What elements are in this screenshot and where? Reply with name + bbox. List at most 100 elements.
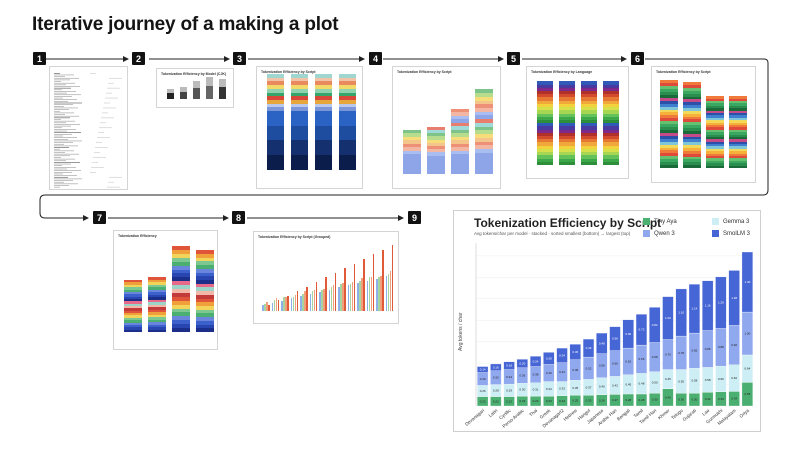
list-line <box>54 167 76 168</box>
stack-segment <box>196 287 214 292</box>
stack-segment <box>581 100 597 104</box>
stack-segment <box>339 140 356 156</box>
stack-segment <box>351 282 354 311</box>
data-label: 0.36 <box>519 374 525 378</box>
category-label: Devanagari <box>464 408 485 427</box>
stack-segment <box>660 80 678 84</box>
stack-segment <box>172 304 190 309</box>
stack-segment <box>380 275 382 311</box>
stack-segment <box>196 320 214 325</box>
stack-segment <box>378 277 380 311</box>
stack-segment <box>683 133 701 137</box>
thumb-bar <box>382 249 384 311</box>
stack-segment <box>559 123 575 127</box>
stack-segment <box>281 300 283 311</box>
data-label: 0.30 <box>519 388 525 392</box>
stack-segment <box>267 92 284 97</box>
stack-segment <box>291 99 308 104</box>
bar-segment-smollm-3 <box>477 366 489 373</box>
data-label: 0.70 <box>665 353 671 357</box>
stack-segment <box>124 289 142 292</box>
list-line <box>109 77 122 79</box>
stack-segment <box>537 126 553 130</box>
data-label: 0.45 <box>625 382 631 386</box>
data-label: 0.92 <box>731 343 737 347</box>
stack-segment <box>124 315 142 318</box>
stack-segment <box>370 276 373 311</box>
list-line <box>54 89 62 91</box>
data-label: 0.23 <box>546 399 552 403</box>
stack-segment <box>581 139 597 143</box>
thumb-bar <box>292 296 295 311</box>
stack-segment <box>475 152 493 174</box>
stack-segment <box>581 103 597 108</box>
data-label: 0.28 <box>639 398 645 402</box>
stack-segment <box>148 312 166 315</box>
stack-segment <box>313 290 316 311</box>
bar-segment-smollm-3 <box>490 363 502 371</box>
list-line <box>54 186 60 188</box>
stack-segment <box>339 99 356 104</box>
stack-segment <box>124 310 142 314</box>
stack-segment <box>196 309 214 314</box>
stack-segment <box>729 98 747 102</box>
list-line <box>97 137 110 138</box>
stack-segment <box>475 104 493 109</box>
stack-segment <box>315 140 332 156</box>
stack-segment <box>172 308 190 313</box>
stack-segment <box>475 145 493 149</box>
stack-segment <box>196 302 214 306</box>
stack-segment <box>315 96 332 100</box>
thumb-bar <box>372 254 375 311</box>
thumb-bar <box>351 282 354 311</box>
stack-segment <box>148 292 166 295</box>
stack-segment <box>581 107 597 111</box>
thumb-stack <box>172 246 190 332</box>
list-line <box>54 153 79 155</box>
stack-segment <box>338 287 340 311</box>
stack-segment <box>267 125 284 141</box>
stack-segment <box>603 94 619 98</box>
data-label: 0.52 <box>586 366 592 370</box>
stack-segment <box>581 148 597 153</box>
stack-segment <box>660 100 678 104</box>
stack-segment <box>603 116 619 120</box>
list-line <box>54 173 63 175</box>
stack-segment <box>603 97 619 101</box>
stack-segment <box>196 279 214 284</box>
stack-segment <box>683 156 701 160</box>
list-line <box>54 152 65 153</box>
stack-segment <box>196 328 214 332</box>
data-label: 0.18 <box>506 364 512 368</box>
stack-segment <box>339 77 356 82</box>
stack-segment <box>603 110 619 114</box>
stack-segment <box>581 161 597 165</box>
list-line <box>107 87 120 89</box>
stack-segment <box>683 139 701 143</box>
stack-segment <box>180 87 187 92</box>
step-badge-2: 2 <box>132 52 145 65</box>
stack-segment <box>124 306 142 309</box>
stack-segment <box>339 110 356 126</box>
stack-segment <box>660 86 678 90</box>
list-line <box>54 81 61 82</box>
stack-segment <box>683 116 701 120</box>
stack-segment <box>451 154 469 174</box>
stack-segment <box>537 97 553 101</box>
stack-segment <box>291 155 308 170</box>
stack-segment <box>683 119 701 123</box>
stack-segment <box>660 159 678 163</box>
stack-segment <box>537 90 553 95</box>
stack-segment <box>376 278 378 311</box>
list-line <box>54 119 61 120</box>
stack-segment <box>559 94 575 98</box>
data-label: 0.60 <box>718 377 724 381</box>
data-label: 0.20 <box>519 362 525 366</box>
list-line <box>54 115 79 117</box>
stack-segment <box>403 150 421 154</box>
data-label: 0.24 <box>559 399 565 403</box>
step-badge-4: 4 <box>369 52 382 65</box>
stack-segment <box>683 125 701 128</box>
data-label: 0.34 <box>731 397 737 401</box>
stack-segment <box>660 97 678 101</box>
